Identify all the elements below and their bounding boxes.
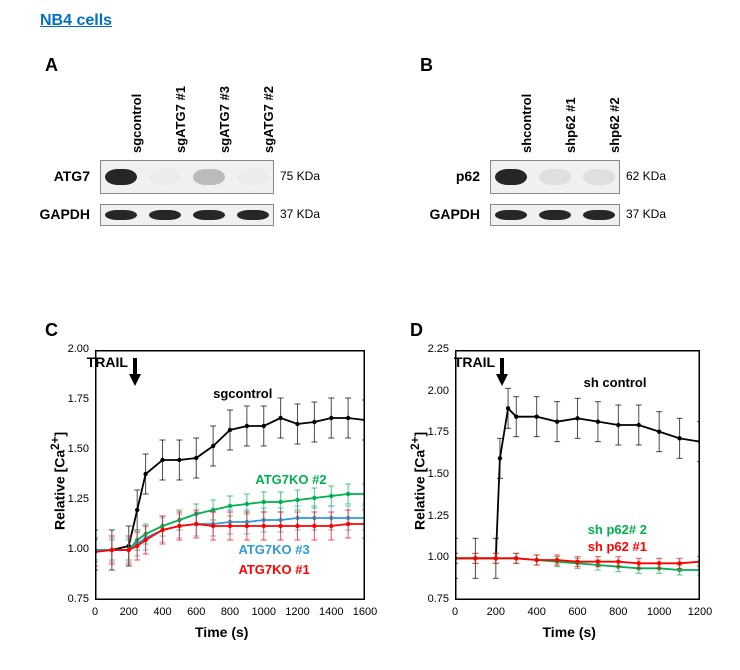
x-axis-label: Time (s) xyxy=(195,624,248,640)
blot-band xyxy=(583,169,616,184)
blot-size-label: 62 KDa xyxy=(626,169,666,183)
blot-band xyxy=(495,169,528,184)
blot-row-label: ATG7 xyxy=(30,168,90,184)
xtick-label: 800 xyxy=(600,606,636,618)
panel-letter-A: A xyxy=(45,55,58,76)
lane-label: sgATG7 #2 xyxy=(261,86,276,153)
ytick-label: 2.00 xyxy=(57,343,89,355)
figure-title: NB4 cells xyxy=(40,12,112,30)
ytick-label: 1.00 xyxy=(417,551,449,563)
series-label: sh control xyxy=(584,375,647,390)
lane-label: sgATG7 #3 xyxy=(217,86,232,153)
blot-band xyxy=(193,210,226,220)
xtick-label: 1000 xyxy=(641,606,677,618)
xtick-label: 0 xyxy=(437,606,473,618)
blot-band xyxy=(539,210,572,220)
trail-arrow-head xyxy=(496,374,508,386)
chart-plot-area xyxy=(455,350,700,600)
trail-label: TRAIL xyxy=(454,354,495,370)
xtick-label: 200 xyxy=(111,606,147,618)
series-label: sh p62# 2 xyxy=(588,522,647,537)
series-label: sh p62 #1 xyxy=(588,539,647,554)
trail-arrow-head xyxy=(129,374,141,386)
ytick-label: 1.00 xyxy=(57,543,89,555)
blot-band xyxy=(149,169,182,184)
lane-label: shp62 #2 xyxy=(607,97,622,153)
xtick-label: 800 xyxy=(212,606,248,618)
blot-row-label: GAPDH xyxy=(30,206,90,222)
blot-band xyxy=(105,210,138,220)
lane-label: shcontrol xyxy=(519,94,534,153)
blot-band xyxy=(237,169,270,184)
xtick-label: 1600 xyxy=(347,606,383,618)
xtick-label: 600 xyxy=(560,606,596,618)
blot-band xyxy=(237,210,270,220)
xtick-label: 1200 xyxy=(682,606,718,618)
blot-band xyxy=(105,169,138,184)
series-label: ATG7KO #1 xyxy=(238,562,309,577)
xtick-label: 1000 xyxy=(246,606,282,618)
xtick-label: 1200 xyxy=(280,606,316,618)
ytick-label: 0.75 xyxy=(57,593,89,605)
blot-band xyxy=(193,169,226,184)
series-label: sgcontrol xyxy=(213,386,272,401)
series-label: ATG7KO #2 xyxy=(255,472,326,487)
lane-label: shp62 #1 xyxy=(563,97,578,153)
x-axis-label: Time (s) xyxy=(543,624,596,640)
blot-band xyxy=(583,210,616,220)
xtick-label: 600 xyxy=(178,606,214,618)
y-axis-label: Relative [Ca2+] xyxy=(409,432,428,530)
xtick-label: 400 xyxy=(145,606,181,618)
y-axis-label: Relative [Ca2+] xyxy=(49,432,68,530)
blot-row-label: GAPDH xyxy=(420,206,480,222)
panel-letter-B: B xyxy=(420,55,433,76)
panel-letter-C: C xyxy=(45,320,58,341)
lane-label: sgATG7 #1 xyxy=(173,86,188,153)
xtick-label: 0 xyxy=(77,606,113,618)
blot-band xyxy=(539,169,572,184)
blot-size-label: 75 KDa xyxy=(280,169,320,183)
xtick-label: 400 xyxy=(519,606,555,618)
blot-row-label: p62 xyxy=(420,168,480,184)
trail-label: TRAIL xyxy=(87,354,128,370)
xtick-label: 1400 xyxy=(313,606,349,618)
series-label: ATG7KO #3 xyxy=(238,542,309,557)
blot-band xyxy=(495,210,528,220)
lane-label: sgcontrol xyxy=(129,94,144,153)
ytick-label: 0.75 xyxy=(417,593,449,605)
ytick-label: 2.25 xyxy=(417,343,449,355)
blot-size-label: 37 KDa xyxy=(626,207,666,221)
blot-size-label: 37 KDa xyxy=(280,207,320,221)
xtick-label: 200 xyxy=(478,606,514,618)
blot-band xyxy=(149,210,182,220)
ytick-label: 2.00 xyxy=(417,385,449,397)
panel-letter-D: D xyxy=(410,320,423,341)
ytick-label: 1.75 xyxy=(57,393,89,405)
